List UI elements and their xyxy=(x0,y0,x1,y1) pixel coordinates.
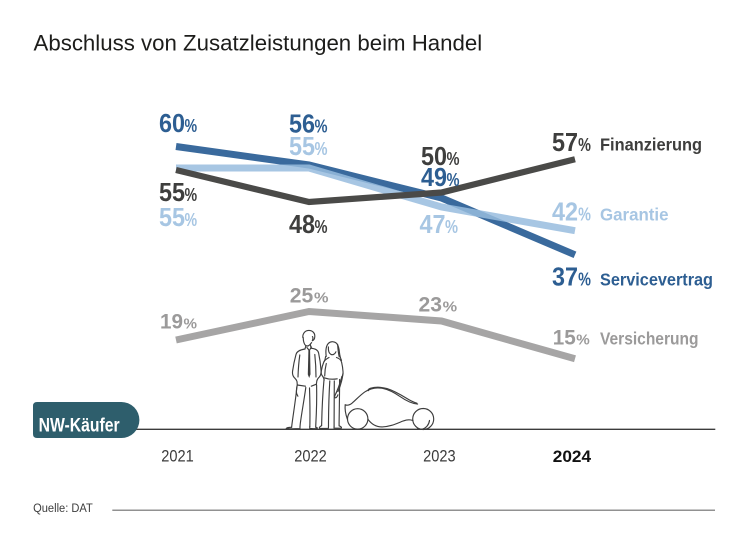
svg-text:60: 60 xyxy=(159,108,185,138)
svg-text:%: % xyxy=(447,169,460,190)
svg-text:%: % xyxy=(315,216,328,237)
svg-text:%: % xyxy=(578,269,591,290)
svg-text:Quelle: DAT: Quelle: DAT xyxy=(33,501,93,515)
svg-text:%: % xyxy=(576,333,590,349)
svg-text:NW-Käufer: NW-Käufer xyxy=(39,415,120,437)
svg-text:%: % xyxy=(185,209,198,230)
svg-text:%: % xyxy=(185,115,198,136)
svg-text:%: % xyxy=(578,134,591,155)
svg-text:50: 50 xyxy=(421,141,447,171)
svg-text:%: % xyxy=(447,148,460,169)
svg-text:23: 23 xyxy=(419,293,443,316)
svg-text:47: 47 xyxy=(420,209,446,239)
svg-text:2021: 2021 xyxy=(161,447,194,466)
svg-text:Servicevertrag: Servicevertrag xyxy=(600,270,713,290)
svg-text:19: 19 xyxy=(160,311,183,334)
svg-text:56: 56 xyxy=(289,109,315,139)
svg-text:%: % xyxy=(315,138,328,159)
svg-text:Garantie: Garantie xyxy=(600,204,669,224)
svg-text:%: % xyxy=(185,184,198,205)
svg-text:%: % xyxy=(315,116,328,137)
svg-text:2023: 2023 xyxy=(423,447,456,466)
svg-text:2024: 2024 xyxy=(553,447,592,466)
svg-text:%: % xyxy=(314,290,329,306)
svg-text:%: % xyxy=(443,299,458,315)
svg-text:55: 55 xyxy=(159,177,185,207)
svg-text:55: 55 xyxy=(159,202,185,232)
svg-text:%: % xyxy=(445,216,458,237)
svg-text:57: 57 xyxy=(552,127,578,157)
svg-text:%: % xyxy=(184,317,198,333)
svg-text:Abschluss von Zusatzleistungen: Abschluss von Zusatzleistungen beim Hand… xyxy=(34,30,483,55)
svg-text:Finanzierung: Finanzierung xyxy=(600,135,702,155)
svg-text:15: 15 xyxy=(553,327,576,350)
svg-text:48: 48 xyxy=(289,209,315,239)
svg-text:Versicherung: Versicherung xyxy=(600,329,699,349)
svg-text:25: 25 xyxy=(290,284,314,307)
svg-text:42: 42 xyxy=(552,196,578,226)
svg-text:49: 49 xyxy=(421,162,447,192)
svg-text:%: % xyxy=(578,203,591,224)
svg-text:55: 55 xyxy=(289,131,315,161)
svg-text:37: 37 xyxy=(552,262,578,292)
svg-text:2022: 2022 xyxy=(294,447,327,466)
